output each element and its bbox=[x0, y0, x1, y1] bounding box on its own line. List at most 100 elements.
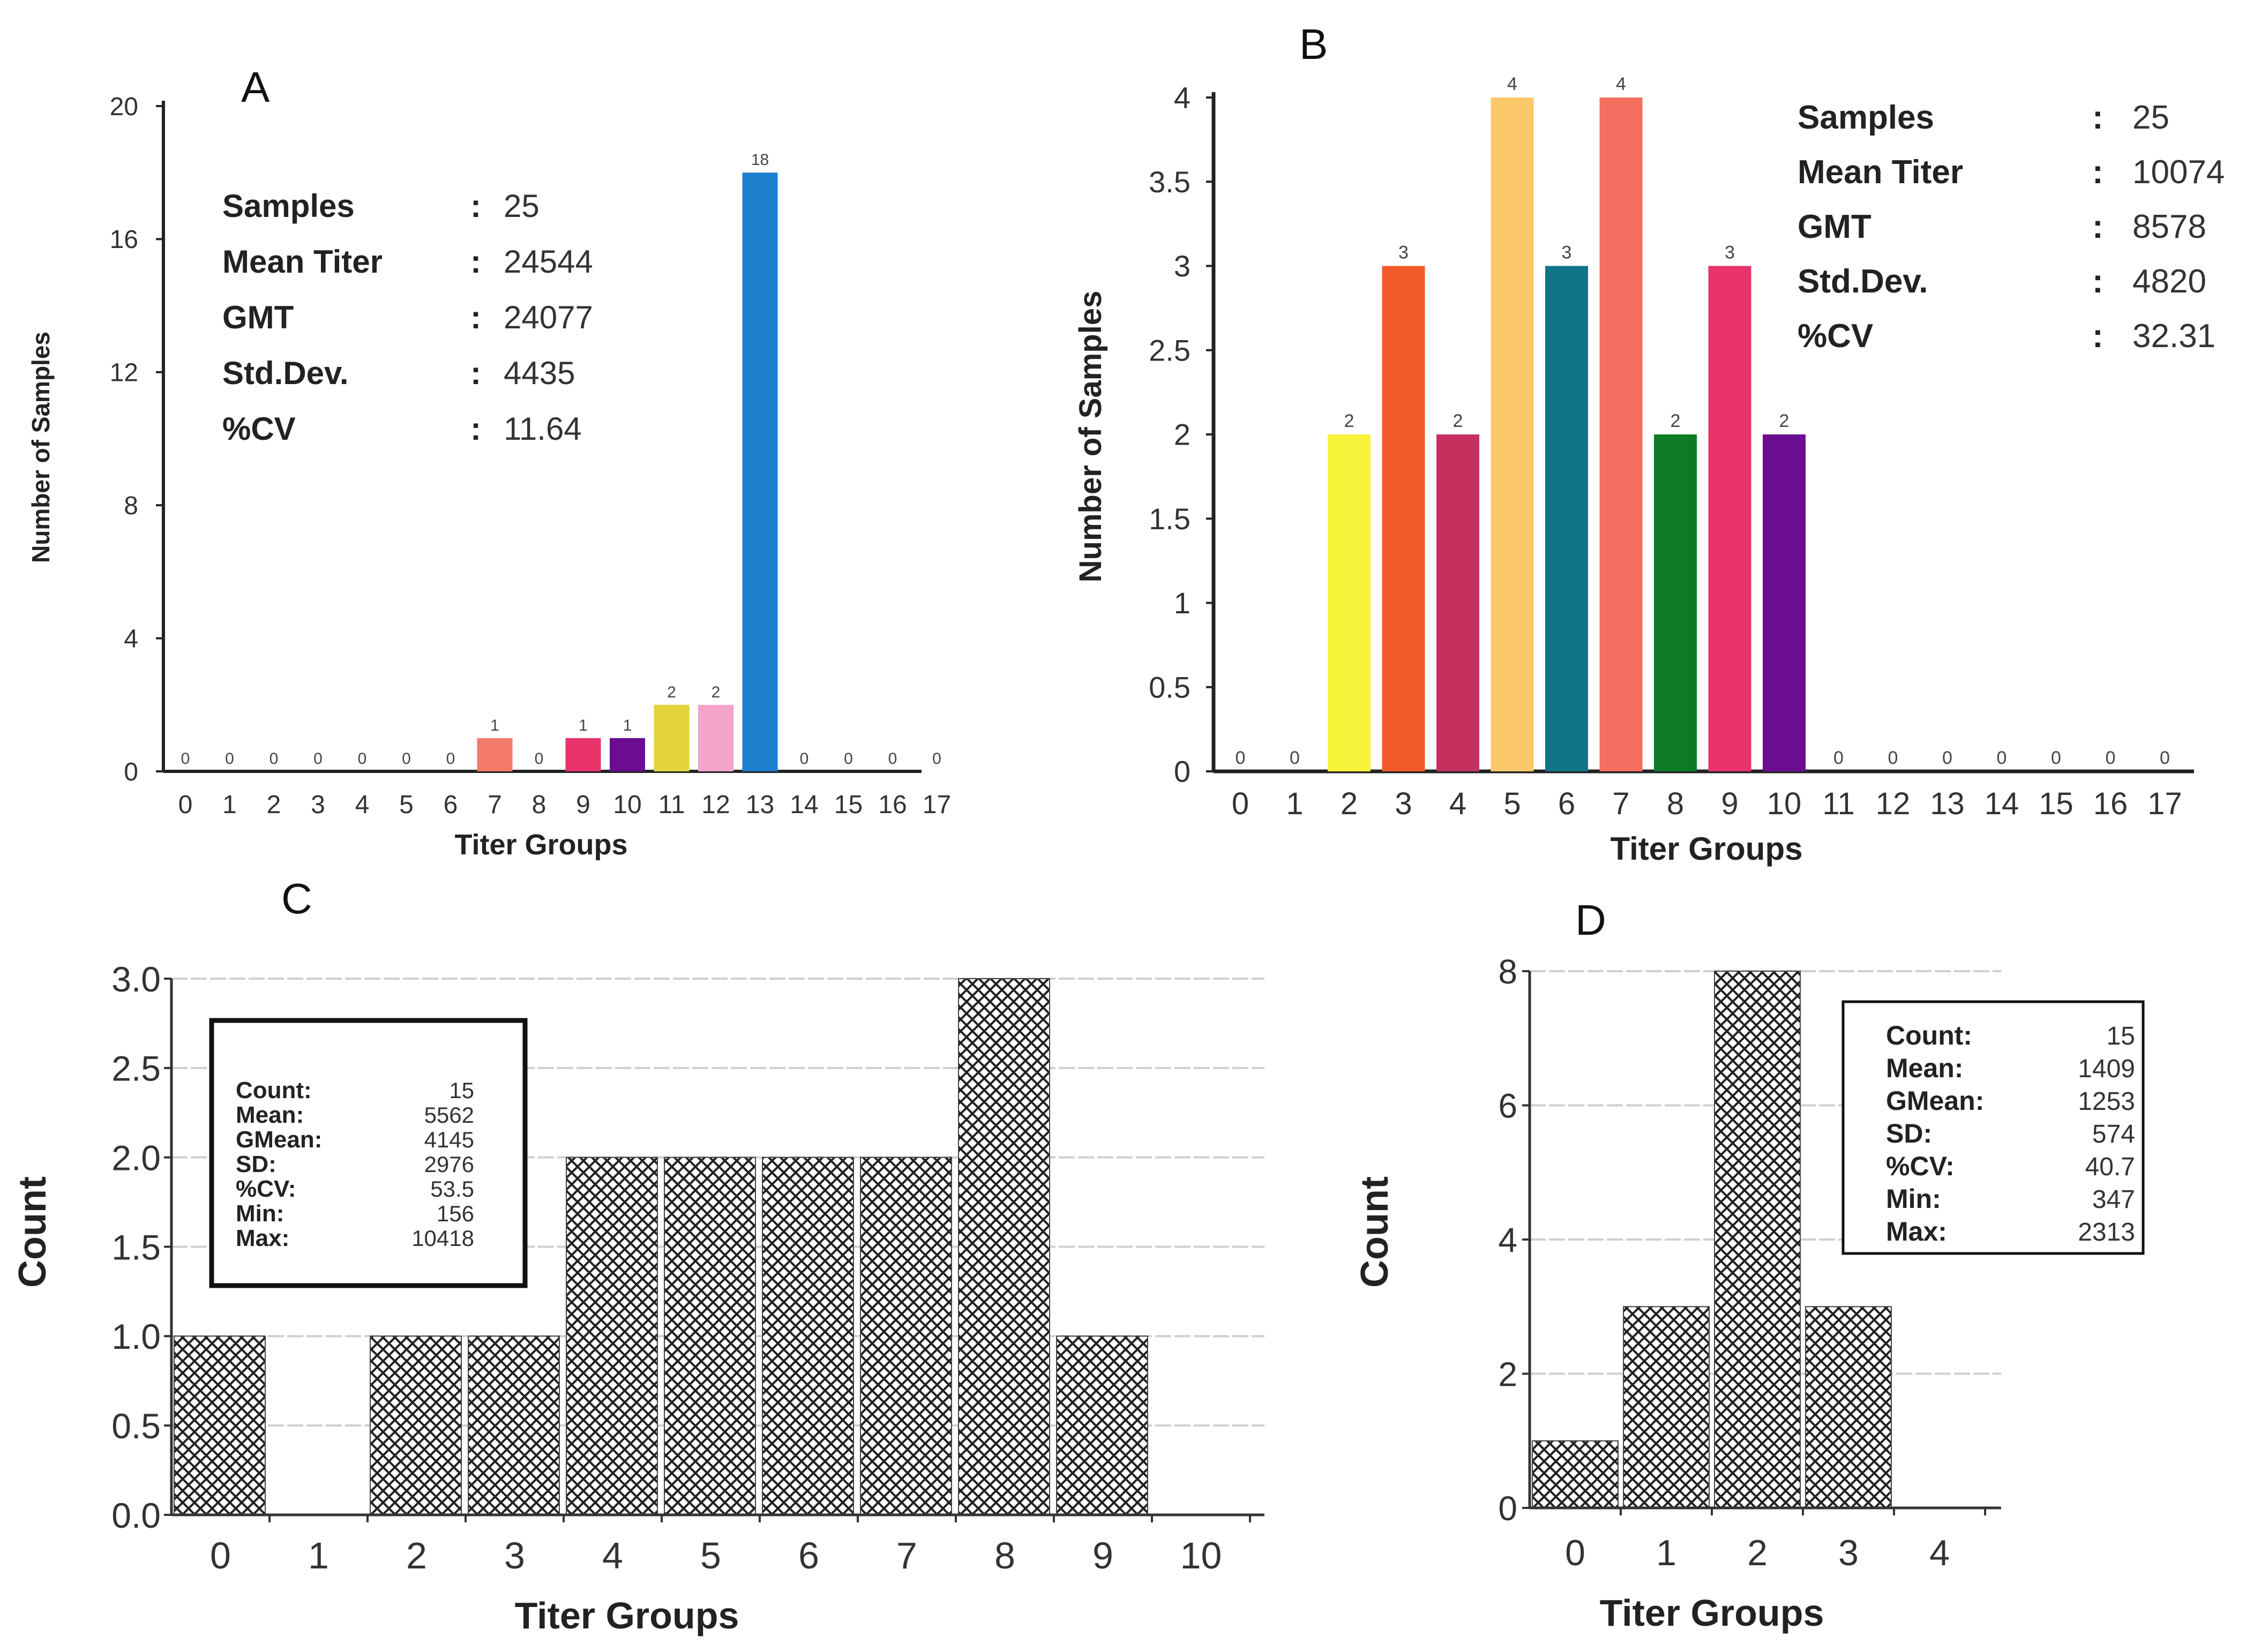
panel-a-stat-label: %CV bbox=[222, 411, 296, 447]
panel-b-letter: B bbox=[1299, 20, 1328, 68]
panel-d-x-tick-label: 3 bbox=[1838, 1533, 1859, 1573]
panel-a-y-tick-label: 0 bbox=[124, 758, 138, 786]
panel-a-data-label: 0 bbox=[844, 750, 853, 768]
panel-b-stat-value: 10074 bbox=[2132, 154, 2225, 191]
panel-a-data-label: 0 bbox=[269, 750, 279, 768]
panel-d-stat-value: 347 bbox=[2092, 1185, 2135, 1214]
panel-d-x-tick-label: 2 bbox=[1747, 1533, 1768, 1573]
panel-a-bar bbox=[698, 704, 733, 771]
panel-c-x-tick-label: 6 bbox=[798, 1535, 819, 1576]
panel-a-x-tick-label: 16 bbox=[878, 791, 907, 819]
panel-c-y-tick-label: 1.5 bbox=[111, 1227, 161, 1267]
panel-c-stat-label: GMean: bbox=[236, 1127, 322, 1153]
panel-d-x-tick-label: 1 bbox=[1656, 1533, 1676, 1573]
panel-b-x-tick-label: 16 bbox=[2093, 786, 2128, 821]
panel-c-bar bbox=[958, 978, 1050, 1515]
panel-a-x-tick-label: 7 bbox=[488, 791, 502, 819]
panel-c-stat-value: 2976 bbox=[424, 1152, 474, 1177]
panel-a-x-tick-label: 5 bbox=[399, 791, 414, 819]
panel-a-x-tick-label: 1 bbox=[222, 791, 237, 819]
panel-d-stat-label: Count: bbox=[1886, 1020, 1972, 1050]
panel-a-stat-colon: : bbox=[470, 411, 481, 447]
panel-b-bar bbox=[1382, 266, 1425, 771]
panel-a-chart: A Number of Samples Titer Groups 0481216… bbox=[27, 63, 951, 861]
panel-a-stat-value: 4435 bbox=[504, 355, 575, 391]
panel-b-bar bbox=[1436, 434, 1479, 771]
panel-c-x-tick-label: 4 bbox=[602, 1535, 623, 1576]
panel-a-data-label: 0 bbox=[800, 750, 809, 768]
panel-b-data-label: 0 bbox=[1888, 748, 1898, 768]
panel-a-data-label: 0 bbox=[446, 750, 455, 768]
panel-c-letter: C bbox=[281, 875, 312, 922]
panel-a-stat-value: 24544 bbox=[504, 244, 593, 280]
panel-a-data-label: 0 bbox=[402, 750, 411, 768]
panel-b-data-label: 3 bbox=[1562, 243, 1572, 263]
panel-b-y-tick-label: 1.5 bbox=[1149, 502, 1191, 536]
panel-c-stat-value: 156 bbox=[437, 1201, 474, 1226]
panel-d-y-tick-label: 4 bbox=[1498, 1221, 1517, 1259]
panel-c-x-tick-label: 3 bbox=[504, 1535, 525, 1576]
panel-c-bar bbox=[664, 1157, 756, 1516]
panel-b-data-label: 0 bbox=[1833, 748, 1844, 768]
panel-c-y-tick-label: 1.0 bbox=[111, 1317, 161, 1356]
panel-c-x-tick-label: 5 bbox=[700, 1535, 721, 1576]
panel-b-stat-label: Samples bbox=[1798, 99, 1934, 136]
panel-b-x-tick-label: 10 bbox=[1767, 786, 1802, 821]
panel-b-y-tick-label: 3 bbox=[1174, 249, 1191, 283]
panel-b-stat-value: 25 bbox=[2132, 99, 2169, 136]
panel-b-bar bbox=[1491, 97, 1534, 771]
panel-b-data-label: 2 bbox=[1344, 411, 1354, 431]
panel-d-stat-label: SD: bbox=[1886, 1118, 1932, 1148]
panel-c-y-tick-label: 2.0 bbox=[111, 1138, 161, 1177]
panel-a-stat-value: 11.64 bbox=[504, 411, 582, 447]
panel-a-x-tick-label: 6 bbox=[444, 791, 458, 819]
panel-a-data-label: 1 bbox=[490, 717, 499, 734]
panel-b-data-label: 0 bbox=[1997, 748, 2007, 768]
panel-b-x-tick-label: 5 bbox=[1503, 786, 1521, 821]
panel-a-x-tick-label: 4 bbox=[355, 791, 370, 819]
panel-c-y-tick-label: 3.0 bbox=[111, 959, 161, 999]
panel-c-x-tick-label: 7 bbox=[896, 1535, 917, 1576]
panel-a-data-label: 0 bbox=[358, 750, 367, 768]
panel-c-bar bbox=[566, 1157, 658, 1516]
panel-d-stat-value: 574 bbox=[2092, 1120, 2135, 1148]
panel-d-stat-label: GMean: bbox=[1886, 1086, 1984, 1116]
panel-a-x-tick-label: 10 bbox=[613, 791, 641, 819]
panel-d-bar bbox=[1805, 1306, 1892, 1508]
panel-c-stat-label: %CV: bbox=[236, 1176, 296, 1202]
panel-a-data-label: 0 bbox=[535, 750, 544, 768]
panel-c-stat-value: 15 bbox=[449, 1078, 474, 1103]
panel-d-stat-value: 40.7 bbox=[2085, 1153, 2135, 1181]
panel-b-data-label: 3 bbox=[1398, 243, 1409, 263]
panel-c-y-tick-label: 2.5 bbox=[111, 1049, 161, 1088]
panel-b-data-label: 0 bbox=[1942, 748, 1952, 768]
panel-b-x-tick-label: 4 bbox=[1449, 786, 1466, 821]
panel-d-stat-value: 1253 bbox=[2078, 1087, 2135, 1116]
panel-a-bar bbox=[610, 738, 645, 771]
panel-c-bar bbox=[468, 1335, 560, 1515]
panel-b-y-tick-label: 3.5 bbox=[1149, 165, 1191, 199]
panel-d-x-axis-title: Titer Groups bbox=[1600, 1592, 1824, 1634]
panel-b-stat-label: GMT bbox=[1798, 208, 1871, 245]
panel-a-y-tick-label: 20 bbox=[110, 93, 138, 121]
panel-c-x-tick-label: 2 bbox=[406, 1535, 427, 1576]
panel-a-x-tick-label: 8 bbox=[532, 791, 546, 819]
panel-b-y-tick-label: 2.5 bbox=[1149, 333, 1191, 367]
panel-d-stats-box bbox=[1841, 1000, 2145, 1255]
panel-b-bar bbox=[1654, 434, 1697, 771]
panel-b-stat-value: 4820 bbox=[2132, 263, 2206, 300]
panel-c-x-tick-label: 8 bbox=[994, 1535, 1015, 1576]
panel-c-stat-value: 10418 bbox=[411, 1226, 474, 1251]
panel-a-y-tick-label: 16 bbox=[110, 226, 138, 254]
panel-a-data-label: 1 bbox=[623, 717, 632, 734]
panel-c-stat-value: 4145 bbox=[424, 1127, 474, 1152]
panel-a-data-label: 0 bbox=[888, 750, 897, 768]
panel-a-data-label: 0 bbox=[313, 750, 323, 768]
panel-d-stat-value: 1409 bbox=[2078, 1055, 2135, 1083]
panel-a-data-label: 1 bbox=[579, 717, 588, 734]
panel-a-y-tick-label: 12 bbox=[110, 359, 138, 387]
panel-a-stat-value: 24077 bbox=[504, 299, 593, 335]
panel-b-x-tick-label: 14 bbox=[1985, 786, 2019, 821]
panel-c-chart: C Count Titer Groups 0.0 0.5 1.0 1.5 2.0 2.5 3… bbox=[11, 875, 1264, 1636]
